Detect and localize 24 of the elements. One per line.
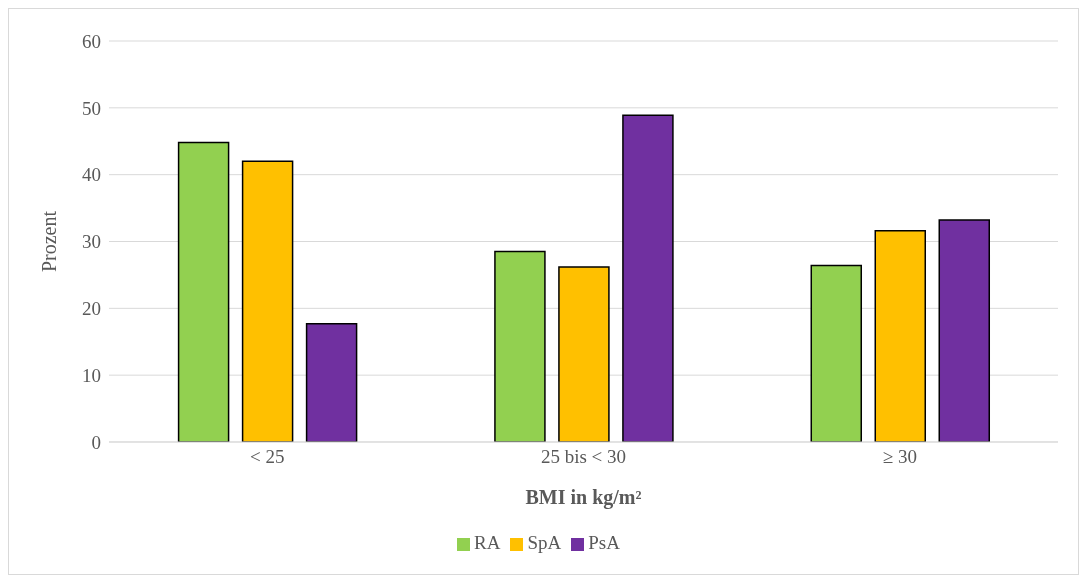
y-tick-label: 30 xyxy=(82,231,101,253)
legend-label: RA xyxy=(474,532,501,553)
legend-label: SpA xyxy=(527,532,562,553)
x-tick-label: ≥ 30 xyxy=(882,446,917,468)
bar xyxy=(241,160,294,442)
y-axis-title: Prozent xyxy=(38,210,61,273)
y-tick-label: 60 xyxy=(82,30,101,52)
x-tick-label: 25 bis < 30 xyxy=(540,446,627,468)
bar xyxy=(938,219,991,442)
bar xyxy=(177,141,230,442)
y-tick-label: 10 xyxy=(82,364,101,386)
bar xyxy=(622,114,674,442)
x-axis-title: BMI in kg/m² xyxy=(525,486,642,509)
bar xyxy=(810,264,863,442)
y-tick-label: 40 xyxy=(82,164,101,186)
legend-label: PsA xyxy=(588,532,620,553)
bar xyxy=(874,230,927,442)
bar xyxy=(558,266,610,442)
x-tick-label: < 25 xyxy=(249,446,285,468)
bar xyxy=(305,322,358,442)
bar xyxy=(494,250,546,442)
y-tick-label: 0 xyxy=(91,431,101,453)
y-tick-label: 50 xyxy=(82,97,101,119)
y-tick-label: 20 xyxy=(82,298,101,320)
